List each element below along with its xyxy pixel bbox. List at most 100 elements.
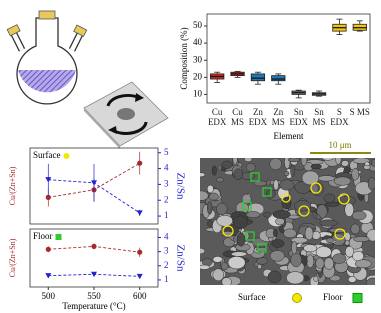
grain: [228, 256, 245, 269]
grain: [233, 153, 238, 164]
grain: [371, 159, 376, 166]
grain: [194, 191, 209, 201]
box: [272, 76, 285, 81]
grain: [274, 180, 279, 190]
grain: [336, 154, 342, 164]
grain: [345, 240, 349, 245]
grain: [280, 180, 294, 190]
grain: [316, 258, 324, 269]
grain: [216, 178, 223, 182]
grain: [316, 215, 320, 220]
y2-tick-label: 1: [164, 274, 169, 284]
y-axis-label: Composition (%): [179, 27, 189, 89]
grain: [233, 216, 247, 229]
x-tick-label: 500: [42, 291, 56, 301]
grain: [351, 224, 360, 234]
grain: [368, 177, 376, 190]
y2-tick-label: 5: [164, 147, 169, 157]
data-point: [137, 210, 143, 215]
y2-tick-label: 1: [164, 210, 169, 220]
grain: [364, 165, 371, 169]
y-tick-label: 30: [193, 54, 203, 64]
grain: [264, 212, 272, 217]
grain: [199, 265, 210, 270]
grain: [284, 171, 289, 176]
grain: [322, 156, 333, 160]
grain: [213, 256, 222, 262]
grain: [231, 252, 246, 257]
grain: [324, 194, 335, 203]
grain: [334, 177, 351, 186]
grain: [270, 158, 282, 170]
y-axis-label: Cu/(Zn+Sn): [8, 166, 17, 205]
panel-title: Surface: [33, 150, 60, 160]
y-axis-label: Cu/(Zn+Sn): [8, 238, 17, 277]
grain: [284, 156, 290, 169]
y2-tick-label: 3: [164, 178, 169, 188]
grain: [212, 166, 216, 176]
figure-canvas: 10 μm Surface Floor 10 20 30 40 50 Compositio…: [0, 0, 381, 313]
grain: [266, 180, 270, 186]
y2-tick-label: 4: [164, 163, 169, 173]
flask-illustration: [7, 11, 87, 104]
grain: [270, 250, 284, 261]
grain: [284, 229, 297, 238]
grain: [237, 233, 245, 246]
x-tick-label: 550: [87, 291, 101, 301]
x-axis-label: Temperature (°C): [62, 301, 125, 311]
legend-marker: [353, 294, 362, 303]
title-marker: [56, 234, 62, 240]
legend-label: Surface: [238, 292, 265, 302]
grain: [366, 278, 379, 291]
box: [251, 74, 264, 81]
grain: [217, 215, 233, 226]
grain: [304, 244, 317, 251]
grain: [353, 236, 369, 241]
grain: [301, 153, 307, 166]
y2-tick-label: 2: [164, 260, 169, 270]
grain: [222, 161, 233, 169]
grain: [195, 248, 205, 254]
y2-tick-label: 4: [164, 232, 169, 242]
scale-bar-label: 10 μm: [328, 140, 351, 150]
grain: [244, 157, 251, 162]
grain: [355, 260, 371, 268]
y-tick-label: 20: [193, 71, 203, 81]
grain: [246, 211, 260, 217]
data-point: [137, 161, 142, 166]
grain: [209, 193, 218, 200]
grain: [316, 247, 331, 258]
y2-axis-label: Zn/Sn: [174, 173, 186, 200]
figure: 10 μm Surface Floor 10 20 30 40 50 Compositio…: [0, 0, 381, 313]
grain: [222, 277, 232, 286]
grain: [273, 229, 277, 237]
grain: [216, 203, 227, 215]
grain: [246, 163, 255, 171]
x-tick-label: 600: [133, 291, 147, 301]
y-tick-label: 40: [193, 37, 203, 47]
data-point: [137, 250, 142, 255]
grain: [341, 160, 348, 166]
x-axis-label: Element: [274, 131, 304, 141]
panel-title: Floor: [33, 231, 53, 241]
data-point: [91, 180, 97, 185]
y-tick-label: 10: [193, 89, 203, 99]
grain: [207, 201, 212, 214]
y2-tick-label: 2: [164, 194, 169, 204]
grain: [272, 240, 285, 248]
grain: [286, 272, 304, 285]
grain: [213, 269, 224, 281]
grain: [276, 218, 285, 225]
grain: [273, 210, 291, 218]
y-tick-label: 50: [193, 20, 203, 30]
grain: [195, 173, 205, 177]
title-marker: [63, 153, 69, 159]
grain: [291, 165, 295, 177]
grain: [292, 241, 297, 254]
grain: [313, 276, 318, 281]
data-point: [46, 247, 51, 252]
data-point: [137, 274, 143, 279]
grain: [320, 220, 338, 227]
grain: [326, 238, 334, 243]
grain: [234, 169, 243, 180]
